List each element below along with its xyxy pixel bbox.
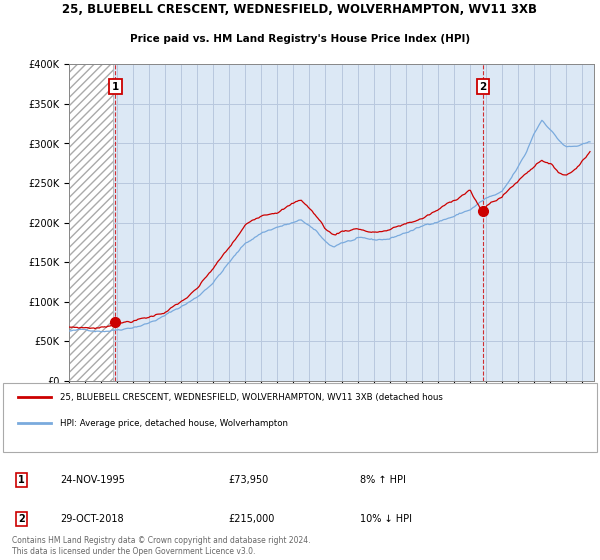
Bar [69,64,113,381]
Text: Contains HM Land Registry data © Crown copyright and database right 2024.
This d: Contains HM Land Registry data © Crown c… [12,536,311,556]
Text: 2: 2 [479,82,487,92]
Text: 24-NOV-1995: 24-NOV-1995 [60,474,125,484]
Text: 1: 1 [112,82,119,92]
Text: 8% ↑ HPI: 8% ↑ HPI [360,474,406,484]
Text: Price paid vs. HM Land Registry's House Price Index (HPI): Price paid vs. HM Land Registry's House … [130,34,470,44]
Text: HPI: Average price, detached house, Wolverhampton: HPI: Average price, detached house, Wolv… [60,419,288,428]
Text: 1: 1 [18,474,25,484]
FancyBboxPatch shape [3,383,597,452]
Text: 25, BLUEBELL CRESCENT, WEDNESFIELD, WOLVERHAMPTON, WV11 3XB (detached hous: 25, BLUEBELL CRESCENT, WEDNESFIELD, WOLV… [60,393,443,402]
Text: £73,950: £73,950 [228,474,268,484]
Text: 2: 2 [18,514,25,524]
Text: £215,000: £215,000 [228,514,274,524]
Text: 29-OCT-2018: 29-OCT-2018 [60,514,124,524]
Text: 10% ↓ HPI: 10% ↓ HPI [360,514,412,524]
Text: 25, BLUEBELL CRESCENT, WEDNESFIELD, WOLVERHAMPTON, WV11 3XB: 25, BLUEBELL CRESCENT, WEDNESFIELD, WOLV… [62,3,538,16]
